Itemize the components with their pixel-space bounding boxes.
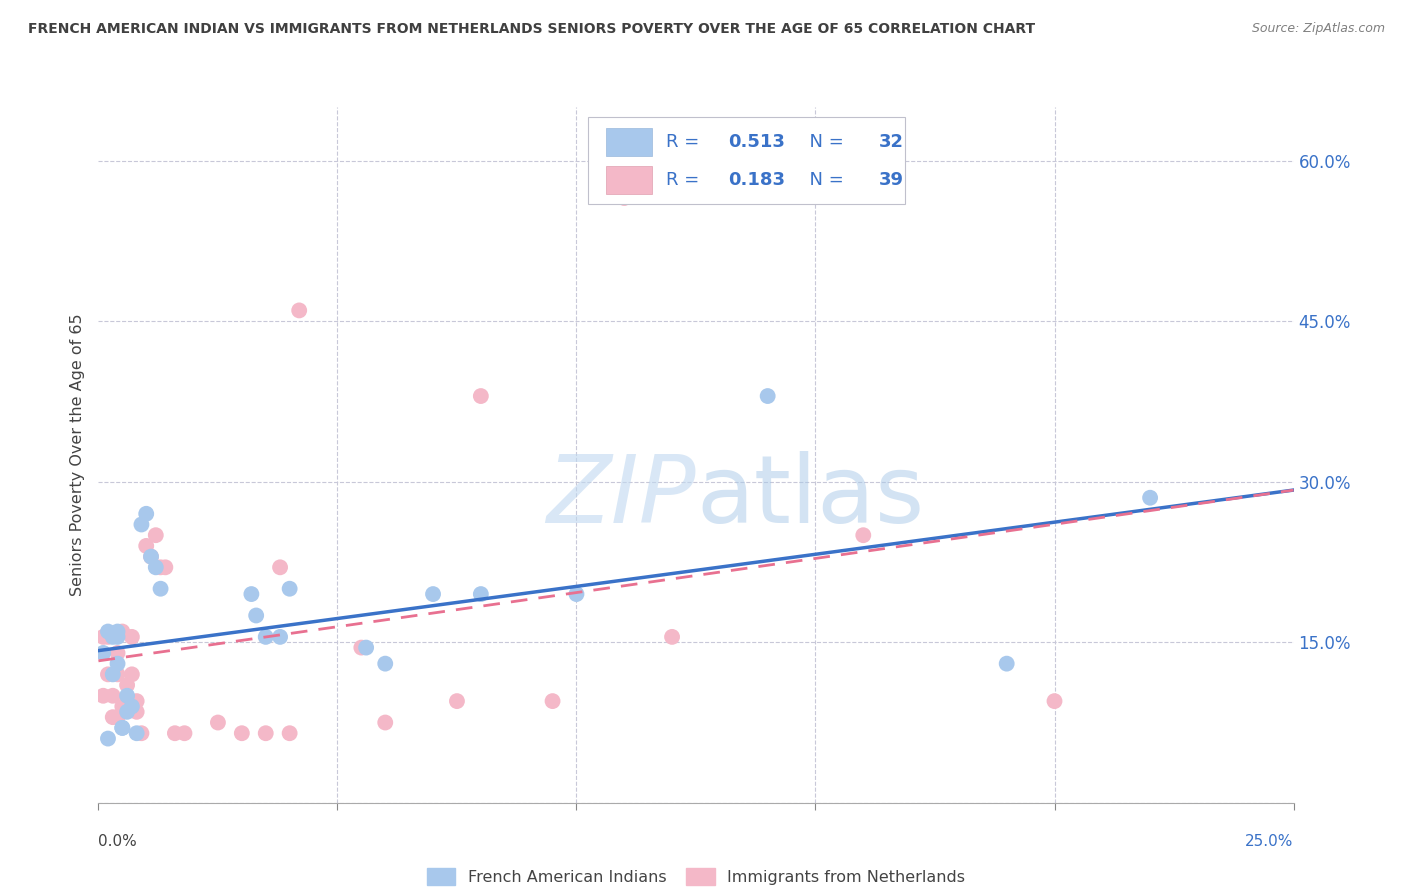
Point: [111, 721, 134, 735]
Point: [350, 640, 373, 655]
FancyBboxPatch shape: [588, 118, 905, 204]
Point: [97, 667, 120, 681]
Point: [101, 689, 124, 703]
Point: [173, 726, 195, 740]
Text: atlas: atlas: [696, 450, 924, 542]
Text: 25.0%: 25.0%: [1246, 834, 1294, 849]
Point: [661, 630, 683, 644]
Point: [207, 715, 229, 730]
Point: [541, 694, 564, 708]
Point: [756, 389, 779, 403]
Point: [354, 640, 377, 655]
Point: [374, 715, 396, 730]
Legend: French American Indians, Immigrants from Netherlands: French American Indians, Immigrants from…: [426, 868, 966, 885]
Text: 39: 39: [879, 171, 904, 189]
Point: [163, 726, 186, 740]
Point: [97, 624, 120, 639]
Point: [1043, 694, 1066, 708]
Y-axis label: Seniors Poverty Over the Age of 65: Seniors Poverty Over the Age of 65: [69, 314, 84, 596]
Point: [278, 726, 301, 740]
Text: Source: ZipAtlas.com: Source: ZipAtlas.com: [1251, 22, 1385, 36]
Point: [125, 694, 148, 708]
Point: [245, 608, 267, 623]
Point: [111, 721, 134, 735]
Point: [121, 630, 143, 644]
Point: [422, 587, 444, 601]
Point: [115, 678, 138, 692]
Point: [139, 549, 162, 564]
Text: R =: R =: [666, 171, 704, 189]
Point: [125, 705, 148, 719]
Point: [269, 560, 291, 574]
Point: [149, 582, 172, 596]
Point: [107, 667, 129, 681]
Text: 0.183: 0.183: [728, 171, 785, 189]
Text: 0.513: 0.513: [728, 133, 785, 151]
Point: [115, 705, 138, 719]
Point: [107, 657, 129, 671]
Point: [565, 587, 588, 601]
Point: [278, 582, 301, 596]
Point: [1139, 491, 1161, 505]
Text: N =: N =: [797, 171, 849, 189]
Point: [470, 587, 492, 601]
Text: 0.0%: 0.0%: [98, 834, 138, 849]
Point: [97, 731, 120, 746]
Point: [91, 689, 114, 703]
Point: [107, 646, 129, 660]
Text: R =: R =: [666, 133, 704, 151]
Point: [613, 191, 636, 205]
Point: [145, 528, 167, 542]
Point: [131, 726, 153, 740]
Point: [125, 726, 148, 740]
Point: [269, 630, 291, 644]
Point: [470, 389, 492, 403]
Point: [101, 667, 124, 681]
Point: [101, 630, 124, 644]
Point: [145, 560, 167, 574]
Text: FRENCH AMERICAN INDIAN VS IMMIGRANTS FROM NETHERLANDS SENIORS POVERTY OVER THE A: FRENCH AMERICAN INDIAN VS IMMIGRANTS FRO…: [28, 22, 1035, 37]
Point: [446, 694, 468, 708]
Point: [240, 587, 263, 601]
Point: [91, 630, 114, 644]
Point: [107, 624, 129, 639]
Point: [111, 624, 134, 639]
Point: [101, 710, 124, 724]
Point: [374, 657, 396, 671]
Point: [852, 528, 875, 542]
Point: [131, 517, 153, 532]
Point: [107, 710, 129, 724]
FancyBboxPatch shape: [606, 128, 652, 156]
Point: [97, 630, 120, 644]
FancyBboxPatch shape: [606, 166, 652, 194]
Point: [288, 303, 311, 318]
Point: [115, 689, 138, 703]
Point: [231, 726, 253, 740]
Point: [135, 539, 157, 553]
Point: [121, 667, 143, 681]
Text: 32: 32: [879, 133, 904, 151]
Point: [91, 646, 114, 660]
Point: [135, 507, 157, 521]
Point: [254, 726, 277, 740]
Point: [111, 699, 134, 714]
Text: ZIP: ZIP: [547, 451, 696, 542]
Point: [155, 560, 177, 574]
Point: [995, 657, 1018, 671]
Point: [254, 630, 277, 644]
Point: [121, 699, 143, 714]
Point: [149, 560, 172, 574]
Text: N =: N =: [797, 133, 849, 151]
Point: [107, 630, 129, 644]
Point: [139, 549, 162, 564]
